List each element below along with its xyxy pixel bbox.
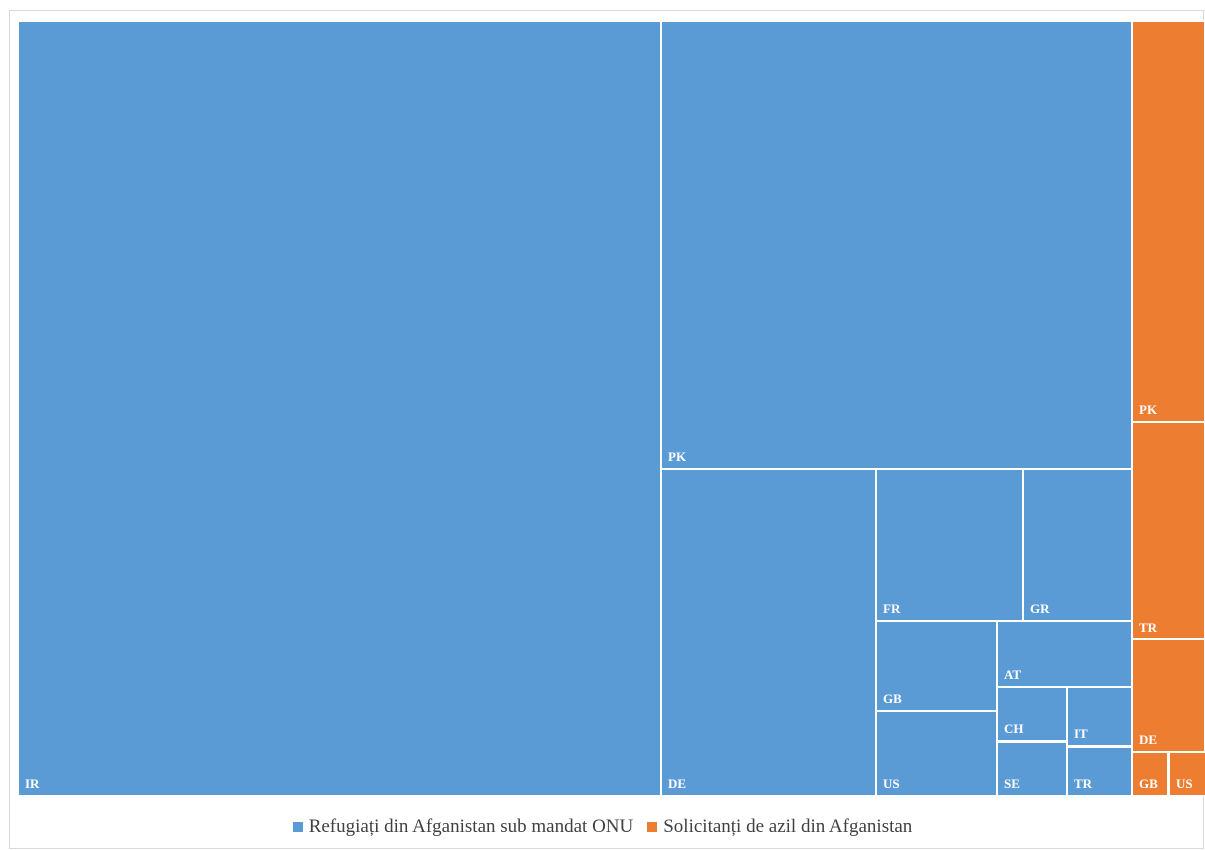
cell-s0-de-rect <box>660 468 877 797</box>
cell-s0-us-rect <box>875 710 998 797</box>
cell-s0-de-label: DE <box>668 776 686 791</box>
legend-swatch-refugees <box>292 822 303 832</box>
cell-s0-gr-label: GR <box>1030 601 1050 616</box>
cell-s0-tr-label: TR <box>1074 776 1093 791</box>
cell-s0-fr-rect <box>875 468 1024 622</box>
cell-s0-gb-label: GB <box>883 691 902 706</box>
cell-s0-us-label: US <box>883 776 900 791</box>
cell-s1-us-rect <box>1168 751 1205 797</box>
cell-s0-ch-label: CH <box>1004 721 1024 736</box>
cell-s0-pk-label: PK <box>668 449 687 464</box>
cell-s0-se-rect <box>996 741 1069 797</box>
legend-label-refugees: Refugiați din Afganistan sub mandat ONU <box>308 816 634 837</box>
cell-s0-ch-rect <box>996 686 1069 742</box>
cell-s0-at-label: AT <box>1004 667 1021 682</box>
cell-s0-pk-rect <box>660 20 1133 470</box>
cell-s1-pk-label: PK <box>1139 402 1158 417</box>
cell-s0-fr-label: FR <box>883 601 901 616</box>
cell-s0-it-label: IT <box>1074 726 1088 741</box>
cell-s0-tr-rect <box>1066 746 1133 797</box>
legend: Refugiați din Afganistan sub mandat ONU … <box>0 816 1205 838</box>
cell-s0-ir-label: IR <box>25 776 40 791</box>
cell-s0-se-label: SE <box>1004 776 1020 791</box>
legend-item-refugees: Refugiați din Afganistan sub mandat ONU <box>292 816 634 838</box>
cell-s0-ir-rect <box>17 20 662 797</box>
cell-s1-tr-rect <box>1131 421 1205 641</box>
cell-s1-gb-label: GB <box>1139 776 1158 791</box>
cell-s1-pk-rect <box>1131 20 1205 423</box>
legend-swatch-asylum <box>647 822 658 832</box>
legend-label-asylum: Solicitanți de azil din Afganistan <box>663 816 913 837</box>
cell-s1-de-rect <box>1131 638 1205 753</box>
cell-s0-gr-rect <box>1022 468 1133 622</box>
cell-s1-de-label: DE <box>1139 732 1157 747</box>
treemap-chart: IR PK DE FR GR GB US AT CH SE IT TR PK TR DE GB US <box>17 20 1205 797</box>
cell-s1-us-label: US <box>1176 776 1193 791</box>
legend-item-asylum: Solicitanți de azil din Afganistan <box>647 816 912 838</box>
cell-s0-it-rect <box>1066 686 1133 747</box>
cell-s1-tr-label: TR <box>1139 620 1158 635</box>
